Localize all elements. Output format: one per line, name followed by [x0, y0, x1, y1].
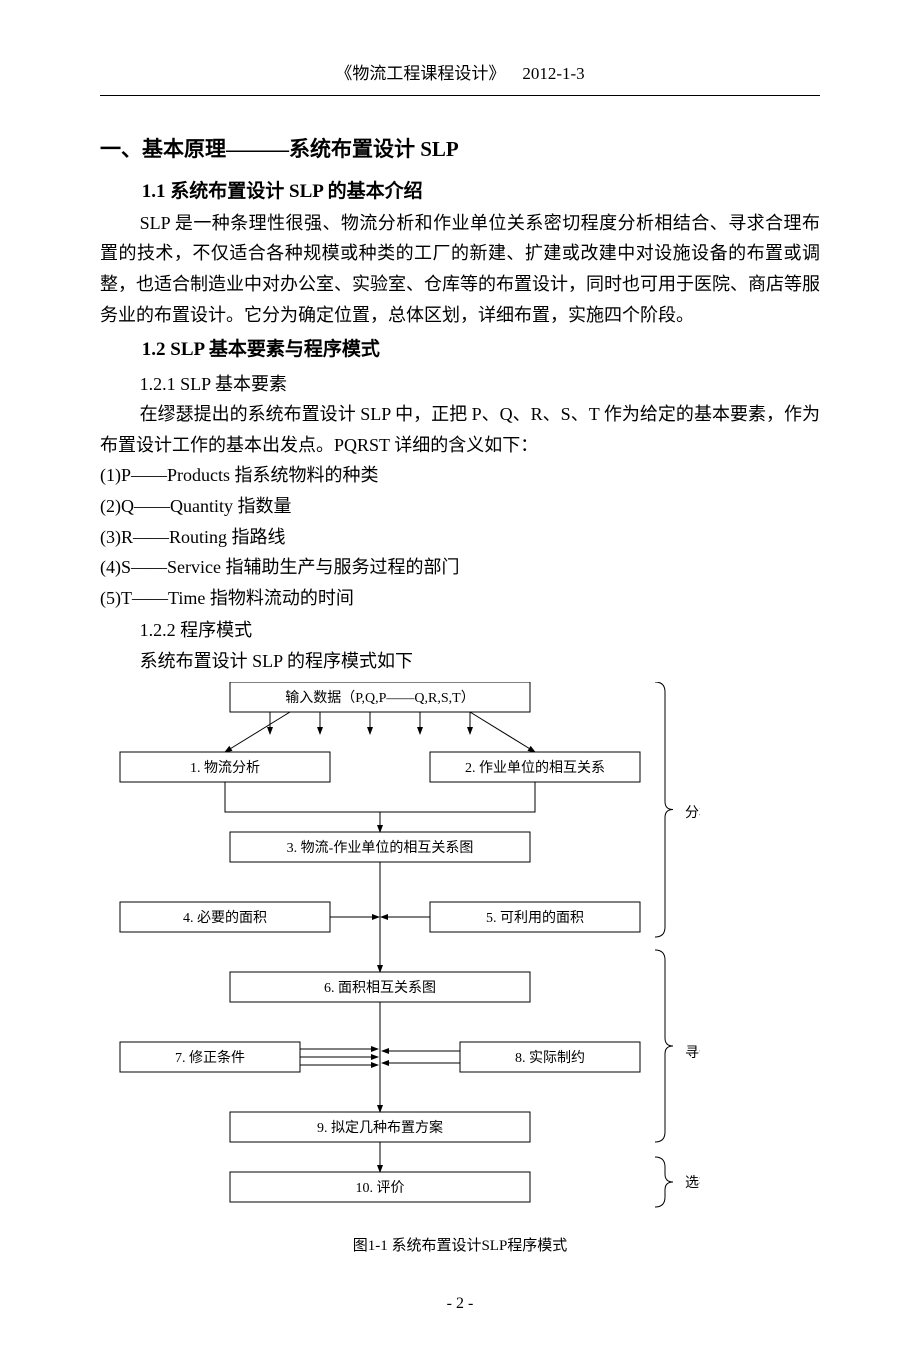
svg-text:8. 实际制约: 8. 实际制约 — [515, 1050, 585, 1066]
page-number: - 2 - — [100, 1290, 820, 1317]
figure-caption: 图1-1 系统布置设计SLP程序模式 — [100, 1234, 820, 1260]
section-1-1-title: 1.1 系统布置设计 SLP 的基本介绍 — [100, 176, 820, 208]
section-1-2-2-body: 系统布置设计 SLP 的程序模式如下 — [100, 646, 820, 677]
svg-text:6. 面积相互关系图: 6. 面积相互关系图 — [324, 980, 436, 996]
section-1-title: 一、基本原理———系统布置设计 SLP — [100, 132, 820, 168]
svg-text:4. 必要的面积: 4. 必要的面积 — [183, 910, 267, 926]
svg-text:3. 物流-作业单位的相互关系图: 3. 物流-作业单位的相互关系图 — [287, 840, 474, 856]
section-1-2-1-title: 1.2.1 SLP 基本要素 — [100, 369, 820, 400]
section-1-2-2-title: 1.2.2 程序模式 — [100, 615, 820, 646]
svg-text:2. 作业单位的相互关系: 2. 作业单位的相互关系 — [465, 760, 605, 776]
header-date: 2012-1-3 — [522, 64, 584, 83]
section-1-2-1-body: 在缪瑟提出的系统布置设计 SLP 中，正把 P、Q、R、S、T 作为给定的基本要… — [100, 399, 820, 460]
svg-text:9. 拟定几种布置方案: 9. 拟定几种布置方案 — [317, 1119, 443, 1136]
svg-text:分析: 分析 — [685, 805, 700, 821]
pqrst-item-t: (5)T——Time 指物料流动的时间 — [100, 583, 820, 614]
page-header: 《物流工程课程设计》 2012-1-3 — [100, 60, 820, 96]
course-title: 《物流工程课程设计》 — [335, 64, 505, 83]
svg-text:输入数据（P,Q,P——Q,R,S,T）: 输入数据（P,Q,P——Q,R,S,T） — [285, 690, 474, 706]
svg-text:10. 评价: 10. 评价 — [356, 1180, 405, 1196]
section-1-2-title: 1.2 SLP 基本要素与程序模式 — [100, 334, 820, 366]
pqrst-item-q: (2)Q——Quantity 指数量 — [100, 491, 820, 522]
pqrst-item-p: (1)P——Products 指系统物料的种类 — [100, 460, 820, 491]
svg-text:寻优: 寻优 — [685, 1045, 700, 1061]
pqrst-item-s: (4)S——Service 指辅助生产与服务过程的部门 — [100, 552, 820, 583]
svg-text:5. 可利用的面积: 5. 可利用的面积 — [486, 910, 584, 926]
slp-flowchart: 输入数据（P,Q,P——Q,R,S,T） 1. 物流分析 2. 作业单位的相互关系 3… — [100, 682, 820, 1222]
svg-text:选择: 选择 — [685, 1175, 700, 1191]
pqrst-item-r: (3)R——Routing 指路线 — [100, 522, 820, 553]
svg-text:7. 修正条件: 7. 修正条件 — [175, 1049, 245, 1066]
section-1-1-body: SLP 是一种条理性很强、物流分析和作业单位关系密切程度分析相结合、寻求合理布置… — [100, 208, 820, 330]
svg-text:1. 物流分析: 1. 物流分析 — [190, 760, 260, 776]
